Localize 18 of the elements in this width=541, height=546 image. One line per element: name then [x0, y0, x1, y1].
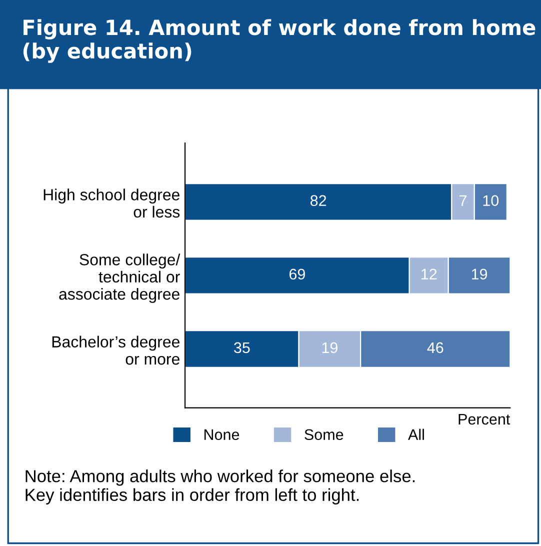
data-label: 7 — [460, 195, 466, 206]
data-label: 46 — [427, 342, 444, 354]
data-label: 12 — [422, 268, 437, 280]
data-label: 69 — [289, 268, 305, 280]
chart-title: Figure 14. Amount of work done from home (by education) — [23, 19, 536, 63]
data-label: 19 — [472, 268, 488, 280]
y-tick-label: Bachelor’s degree or more — [52, 336, 180, 365]
legend-label: Some — [304, 429, 344, 440]
x-axis-title: Percent — [458, 414, 510, 425]
data-label: 35 — [234, 342, 250, 354]
data-label: 19 — [322, 342, 338, 354]
y-tick-label: High school degree or less — [44, 188, 180, 218]
y-tick-label: Some college/ technical or associate degree — [59, 254, 180, 303]
data-label: 82 — [310, 195, 326, 206]
legend-label: All — [408, 428, 424, 440]
legend-label: None — [204, 429, 240, 440]
data-label: 10 — [483, 195, 499, 206]
text: Note: Among adults who worked for someone else. Key identifies bars in order from left to right. — [26, 470, 415, 504]
